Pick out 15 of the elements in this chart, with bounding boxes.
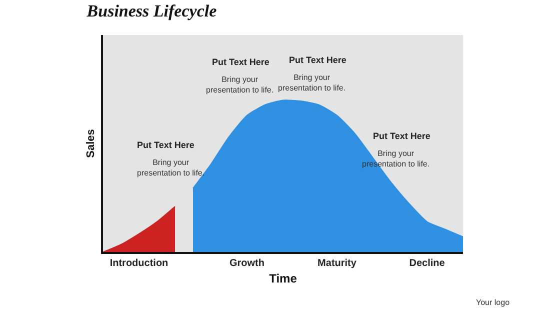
text: Put Text Here: [212, 57, 270, 67]
text: Your logo: [476, 298, 510, 307]
text: Put Text Here: [289, 55, 346, 65]
annotation: Put Text Here: [373, 131, 430, 141]
x-tick-label: Maturity: [318, 258, 357, 269]
chart-title: Business Lifecycle: [86, 2, 218, 21]
x-tick-label: Growth: [230, 258, 264, 269]
annotation: Bring your presentation to life.: [137, 158, 205, 178]
text: Bring your presentation to life.: [278, 73, 346, 92]
x-tick-label: Decline: [409, 258, 446, 269]
x-tick-label: Introduction: [110, 258, 168, 269]
annotation: Put Text Here: [137, 140, 194, 150]
x-axis-title: Time: [269, 271, 298, 286]
text: Bring your presentation to life.: [206, 75, 274, 94]
y-axis-title: Sales: [85, 129, 98, 158]
